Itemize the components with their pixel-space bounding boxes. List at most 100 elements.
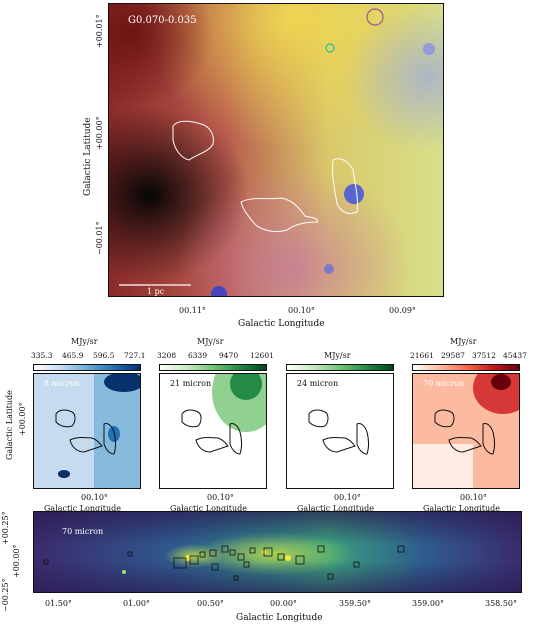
colorbar-tick: 727.1 <box>124 351 146 360</box>
strip-band-label: 70 micron <box>62 527 104 536</box>
contour-region <box>195 437 229 453</box>
small-xlabel: Galactic Longitude <box>170 504 247 513</box>
contour-region <box>448 437 482 453</box>
field-box <box>127 551 133 557</box>
colorbar-tick: 596.5 <box>93 351 115 360</box>
strip-y-tick: −00.25° <box>1 578 10 612</box>
small-x-tick: 00.10° <box>81 493 108 502</box>
field-box <box>243 561 250 568</box>
contour-region <box>172 120 214 161</box>
field-box <box>211 563 219 571</box>
field-box <box>173 557 187 569</box>
field-box <box>327 573 334 580</box>
contour-region <box>55 409 76 428</box>
blue-source <box>423 43 435 55</box>
band-image <box>160 374 266 488</box>
field-box <box>189 555 199 565</box>
strip-y-tick: +00.25° <box>1 511 10 545</box>
beam-circle <box>325 43 335 53</box>
field-box <box>397 545 405 553</box>
main-rgb-image-panel: G0.070-0.035 1 pc <box>108 3 444 297</box>
contour-region <box>332 158 358 215</box>
small-xlabel: Galactic Longitude <box>44 504 121 513</box>
main-rgb-image <box>109 4 443 296</box>
strip-x-tick: 00.00° <box>270 599 297 608</box>
band-label: 8 micron <box>44 379 81 388</box>
colorbar-tick: 29587 <box>441 351 465 360</box>
strip-x-tick: 00.50° <box>197 599 224 608</box>
small-xlabel: Galactic Longitude <box>423 504 500 513</box>
small-y-tick: +00.00° <box>18 402 27 436</box>
colorbar-tick: 45437 <box>503 351 527 360</box>
strip-x-tick: 358.50° <box>485 599 517 608</box>
colorbar-tick: 465.9 <box>62 351 84 360</box>
field-box <box>317 545 325 553</box>
contour-region <box>308 409 329 428</box>
small-image-panel: 8 micron <box>33 373 141 489</box>
colorbar-tick: 9470 <box>219 351 239 360</box>
colorbar-tick: 335.3 <box>31 351 53 360</box>
contour-region <box>434 409 455 428</box>
main-y-tick: −00.01° <box>95 221 104 255</box>
colorbar-unit: MJy/sr <box>324 351 351 360</box>
contour-region <box>240 197 318 233</box>
contour-region <box>229 423 242 455</box>
main-x-tick: 00.10° <box>288 306 315 315</box>
strip-panel: 70 micron <box>33 511 522 593</box>
main-xlabel: Galactic Longitude <box>238 319 325 329</box>
strip-x-tick: 01.00° <box>123 599 150 608</box>
strip-x-tick: 359.50° <box>339 599 371 608</box>
field-box <box>277 553 285 561</box>
main-x-tick: 00.11° <box>179 306 206 315</box>
small-x-tick: 00.10° <box>460 493 487 502</box>
band-label: 70 micron <box>423 379 465 388</box>
bright-source <box>285 555 291 561</box>
contour-region <box>181 409 202 428</box>
main-y-tick: +00.01° <box>95 14 104 48</box>
main-y-tick: +00.00° <box>95 116 104 150</box>
colorbar-unit: MJy/sr <box>197 337 224 346</box>
field-box <box>43 559 49 565</box>
colorbar <box>286 364 394 371</box>
strip-y-tick: +00.00° <box>12 544 21 578</box>
blue-source <box>211 286 227 296</box>
small-image-panel: 21 micron <box>159 373 267 489</box>
field-box <box>237 553 245 561</box>
band-label: 24 micron <box>297 379 339 388</box>
blue-source <box>324 264 334 274</box>
strip-xlabel: Galactic Longitude <box>236 613 323 623</box>
strip-x-tick: 01.50° <box>45 599 72 608</box>
colorbar-unit: MJy/sr <box>450 337 477 346</box>
small-x-tick: 00.10° <box>207 493 234 502</box>
small-ylabel: Galactic Latitude <box>5 390 14 460</box>
contour-region <box>103 423 116 455</box>
field-box <box>233 575 239 581</box>
band-image <box>287 374 393 488</box>
small-x-tick: 00.10° <box>334 493 361 502</box>
colorbar-tick: 21661 <box>410 351 434 360</box>
contour-region <box>322 437 356 453</box>
field-box <box>209 549 217 557</box>
colorbar-tick: 12601 <box>250 351 274 360</box>
band-label: 21 micron <box>170 379 212 388</box>
contour-region <box>482 423 495 455</box>
field-box <box>295 555 305 565</box>
bright-source <box>185 555 191 561</box>
field-box <box>221 545 229 553</box>
field-box <box>263 547 273 557</box>
small-image-panel: 70 micron <box>412 373 520 489</box>
colorbar <box>33 364 141 371</box>
small-xlabel: Galactic Longitude <box>297 504 374 513</box>
band-image <box>413 374 519 488</box>
colorbar-tick: 3208 <box>157 351 177 360</box>
field-label: G0.070-0.035 <box>128 15 197 26</box>
colorbar-unit: MJy/sr <box>71 337 98 346</box>
field-box <box>249 547 256 554</box>
colorbar <box>159 364 267 371</box>
beam-circle <box>366 8 384 26</box>
scalebar-label: 1 pc <box>147 287 165 296</box>
contour-region <box>69 437 103 453</box>
field-box <box>353 561 360 568</box>
band-image <box>34 374 140 488</box>
colorbar-tick: 6339 <box>188 351 208 360</box>
